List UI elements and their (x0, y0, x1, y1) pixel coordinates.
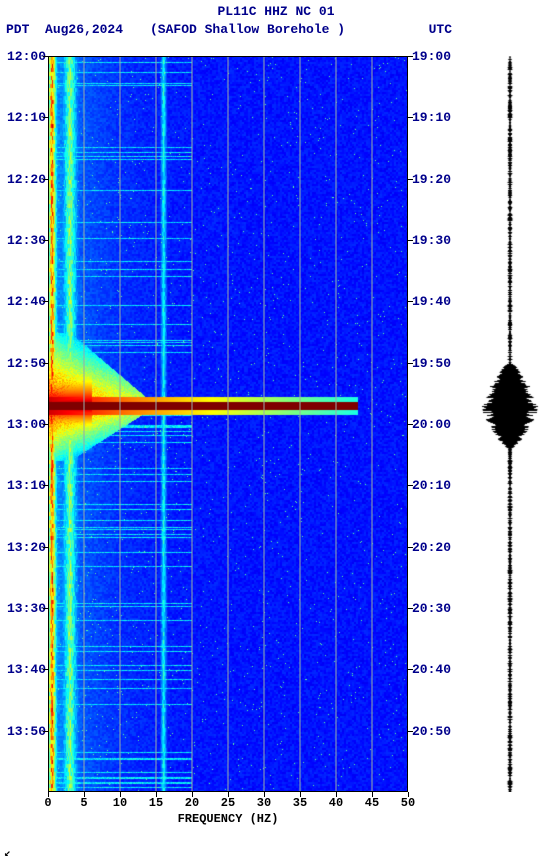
x-tick: 15 (149, 796, 163, 810)
y-tick-left: 12:40 (7, 294, 46, 309)
y-tick-left: 13:00 (7, 417, 46, 432)
x-tick: 25 (221, 796, 235, 810)
y-tick-right: 19:10 (412, 110, 451, 125)
x-tick: 40 (329, 796, 343, 810)
y-tick-right: 19:00 (412, 49, 451, 64)
x-axis-label: FREQUENCY (HZ) (178, 812, 279, 826)
corner-glyph: ↙ (4, 846, 11, 860)
x-tick: 35 (293, 796, 307, 810)
x-tick: 20 (185, 796, 199, 810)
station-name-title: (SAFOD Shallow Borehole ) (150, 22, 345, 37)
y-tick-left: 13:30 (7, 601, 46, 616)
y-tick-left: 12:20 (7, 172, 46, 187)
x-tick: 45 (365, 796, 379, 810)
y-tick-right: 20:00 (412, 417, 451, 432)
y-tick-right: 19:30 (412, 233, 451, 248)
waveform-panel (480, 56, 540, 792)
y-tick-left: 13:10 (7, 478, 46, 493)
y-tick-right: 19:40 (412, 294, 451, 309)
y-tick-right: 19:50 (412, 356, 451, 371)
x-tick: 30 (257, 796, 271, 810)
right-timezone-label: UTC (429, 22, 452, 37)
y-tick-right: 20:40 (412, 662, 451, 677)
y-tick-left: 12:50 (7, 356, 46, 371)
spectrogram-plot (48, 56, 408, 792)
waveform-canvas (480, 56, 540, 792)
y-tick-left: 13:40 (7, 662, 46, 677)
y-tick-left: 12:30 (7, 233, 46, 248)
y-tick-right: 20:30 (412, 601, 451, 616)
x-tick: 10 (113, 796, 127, 810)
y-tick-left: 13:20 (7, 540, 46, 555)
spectrogram-canvas (48, 56, 408, 792)
y-tick-left: 12:00 (7, 49, 46, 64)
y-tick-right: 20:20 (412, 540, 451, 555)
left-timezone-label: PDT Aug26,2024 (6, 22, 123, 37)
station-code-title: PL11C HHZ NC 01 (0, 4, 552, 19)
y-tick-right: 20:50 (412, 724, 451, 739)
y-tick-left: 12:10 (7, 110, 46, 125)
y-tick-left: 13:50 (7, 724, 46, 739)
x-tick: 5 (80, 796, 87, 810)
x-tick: 50 (401, 796, 415, 810)
x-tick: 0 (44, 796, 51, 810)
y-tick-right: 20:10 (412, 478, 451, 493)
y-tick-right: 19:20 (412, 172, 451, 187)
